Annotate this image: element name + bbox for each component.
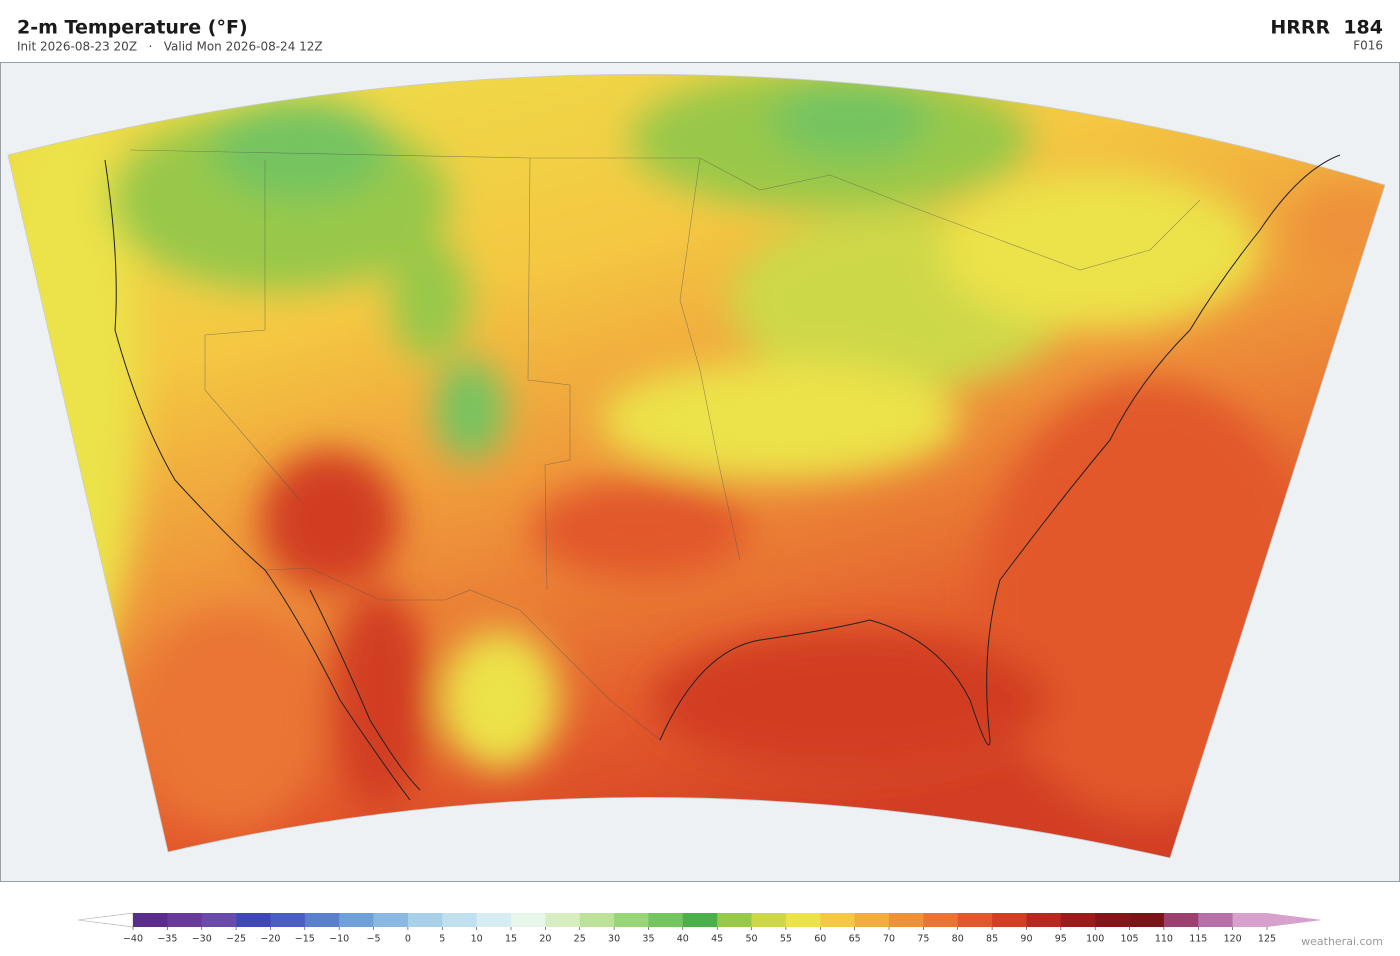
colorbar-segment	[1232, 913, 1268, 927]
colorbar-segment	[957, 913, 993, 927]
colorbar-segment	[579, 913, 615, 927]
colorbar-segment	[785, 913, 821, 927]
colorbar-segment	[201, 913, 237, 927]
colorbar-tick-label: 105	[1120, 934, 1138, 945]
colorbar-segment	[270, 913, 306, 927]
subtitle: Init 2026-08-23 20Z · Valid Mon 2026-08-…	[17, 40, 323, 54]
watermark: weatherai.com	[1301, 935, 1383, 948]
coastline	[104, 154, 1341, 801]
colorbar-tick-label: 5	[439, 934, 445, 945]
domain-outline	[7, 74, 1386, 859]
colorbar-tick-label: 60	[814, 934, 826, 945]
colorbar-tick-label: 35	[642, 934, 654, 945]
colorbar-segment	[476, 913, 512, 927]
colorbar-segment	[889, 913, 924, 927]
colorbar-segment	[167, 913, 203, 927]
colorbar-tick-label: 120	[1224, 934, 1242, 945]
colorbar-segment	[854, 913, 890, 927]
colorbar-tick-label: 110	[1155, 934, 1173, 945]
colorbar-tick-label: −5	[367, 934, 381, 945]
colorbar-tick-label: 40	[677, 934, 689, 945]
colorbar-tick-label: 30	[608, 934, 620, 945]
colorbar-segment	[751, 913, 787, 927]
colorbar-segment	[133, 913, 168, 927]
colorbar-tick-label: −10	[329, 934, 349, 945]
colorbar-tick-label: 80	[952, 934, 964, 945]
colorbar-tick-label: 95	[1055, 934, 1067, 945]
colorbar-tick-label: 50	[745, 934, 757, 945]
colorbar-segment	[1129, 913, 1165, 927]
colorbar-tick-label: 10	[471, 934, 483, 945]
colorbar-segment	[717, 913, 752, 927]
borders	[129, 149, 1201, 741]
colorbar-over	[1267, 913, 1322, 927]
colorbar-tick-label: 20	[539, 934, 551, 945]
colorbar-segment	[442, 913, 477, 927]
colorbar-segment	[339, 913, 374, 927]
colorbar-under	[77, 912, 134, 928]
colorbar-segment	[682, 913, 718, 927]
colorbar-segment	[648, 913, 684, 927]
colorbar-segment	[407, 913, 443, 927]
colorbar-tick-label: 75	[917, 934, 929, 945]
colorbar-tick-label: 25	[574, 934, 586, 945]
colorbar-tick-label: 115	[1189, 934, 1207, 945]
colorbar-segment	[992, 913, 1027, 927]
colorbar-segment	[614, 913, 649, 927]
model-label: HRRR 184	[1270, 17, 1383, 39]
colorbar-tick-label: −20	[260, 934, 280, 945]
colorbar-segment	[1163, 913, 1199, 927]
colorbar-tick-label: 125	[1258, 934, 1276, 945]
colorbar-tick-label: −30	[192, 934, 212, 945]
colorbar-segment	[511, 913, 546, 927]
colorbar-segment	[1060, 913, 1096, 927]
colorbar-tick-label: 45	[711, 934, 723, 945]
colorbar-tick-label: 55	[780, 934, 792, 945]
colorbar: −40 −35 −30 −25 −20 −15 −10 −5 0 5 10 15 20 25 30 35 40 4…	[77, 912, 1322, 945]
colorbar-tick-label: −40	[123, 934, 143, 945]
colorbar-tick-label: 65	[849, 934, 861, 945]
colorbar-tick-label: 15	[505, 934, 517, 945]
forecast-hour: F016	[1353, 39, 1383, 53]
colorbar-tick-label: −15	[295, 934, 315, 945]
colorbar-segment	[923, 913, 959, 927]
colorbar-segment	[1095, 913, 1130, 927]
colorbar-tick-label: 90	[1020, 934, 1032, 945]
colorbar-segment	[236, 913, 271, 927]
colorbar-segment	[820, 913, 855, 927]
colorbar-tick-label: 70	[883, 934, 895, 945]
colorbar-tick-label: −35	[157, 934, 177, 945]
colorbar-tick-label: 0	[405, 934, 411, 945]
colorbar-segment	[545, 913, 581, 927]
colorbar-tick-label: 100	[1086, 934, 1104, 945]
colorbar-segment	[373, 913, 409, 927]
title: 2-m Temperature (°F)	[17, 17, 248, 39]
colorbar-segment	[304, 913, 340, 927]
colorbar-segment	[1026, 913, 1062, 927]
colorbar-tick-label: −25	[226, 934, 246, 945]
colorbar-tick-label: 85	[986, 934, 998, 945]
temperature-field	[8, 74, 1385, 858]
colorbar-segment	[1198, 913, 1233, 927]
